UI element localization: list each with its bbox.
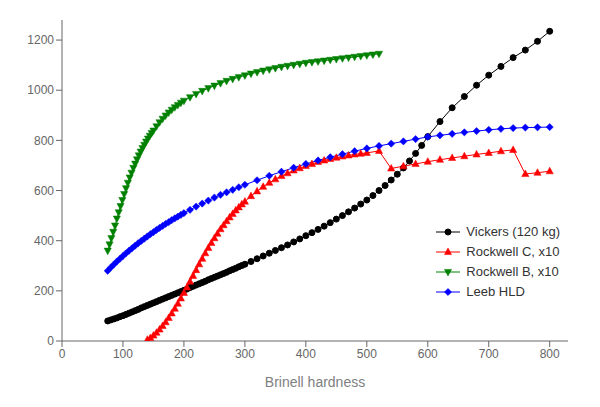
- html-text:Rockwell B, x10: Rockwell B, x10: [466, 264, 559, 279]
- svg-text:400: 400: [296, 347, 316, 361]
- svg-text:0: 0: [59, 347, 66, 361]
- svg-text:400: 400: [34, 234, 54, 248]
- svg-text:500: 500: [357, 347, 377, 361]
- svg-text:0: 0: [47, 334, 54, 348]
- svg-text:700: 700: [479, 347, 499, 361]
- svg-text:300: 300: [235, 347, 255, 361]
- svg-text:1200: 1200: [27, 33, 54, 47]
- svg-text:800: 800: [34, 134, 54, 148]
- svg-text:Brinell hardness: Brinell hardness: [265, 374, 365, 390]
- svg-text:600: 600: [418, 347, 438, 361]
- svg-text:200: 200: [174, 347, 194, 361]
- svg-text:100: 100: [113, 347, 133, 361]
- html-text:Vickers (120 kg): Vickers (120 kg): [466, 224, 560, 239]
- html-text:Leeb HLD: Leeb HLD: [466, 284, 525, 299]
- svg-text:1000: 1000: [27, 83, 54, 97]
- svg-text:800: 800: [540, 347, 560, 361]
- svg-text:600: 600: [34, 184, 54, 198]
- html-text:Rockwell C, x10: Rockwell C, x10: [466, 244, 560, 259]
- svg-text:200: 200: [34, 284, 54, 298]
